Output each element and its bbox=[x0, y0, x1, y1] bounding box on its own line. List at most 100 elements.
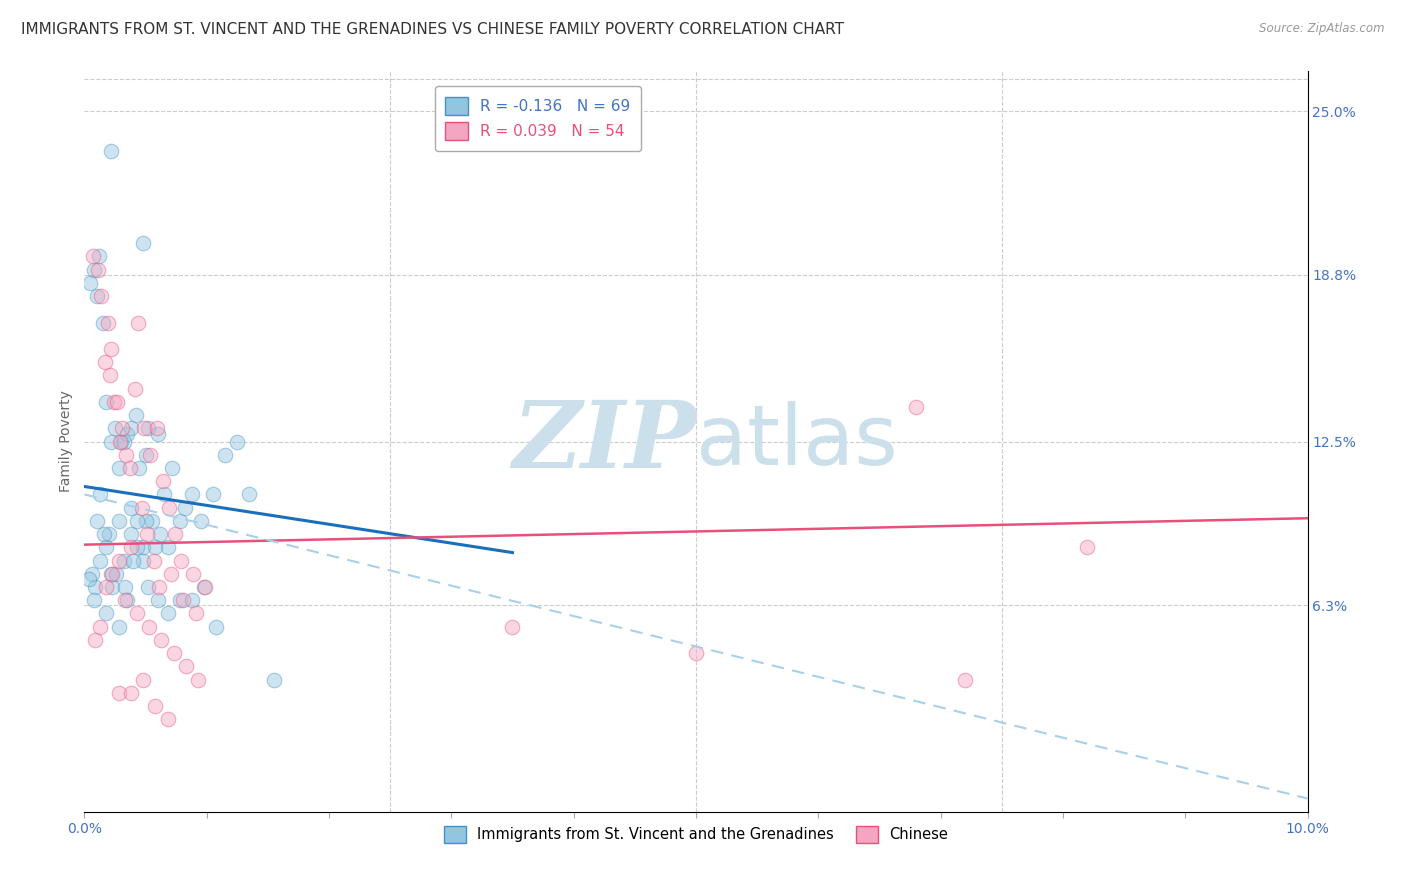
Point bbox=[238, 487, 260, 501]
Point bbox=[135, 448, 157, 462]
Point bbox=[169, 593, 191, 607]
Point bbox=[112, 553, 135, 567]
Point bbox=[125, 408, 148, 422]
Point bbox=[96, 607, 118, 621]
Point bbox=[93, 527, 115, 541]
Point bbox=[124, 382, 146, 396]
Point bbox=[101, 566, 124, 581]
Point bbox=[120, 421, 142, 435]
Point bbox=[160, 566, 183, 581]
Point bbox=[96, 580, 118, 594]
Point bbox=[138, 620, 160, 634]
Point bbox=[135, 514, 157, 528]
Point bbox=[685, 646, 707, 660]
Point bbox=[146, 426, 169, 441]
Point bbox=[97, 316, 120, 330]
Point bbox=[86, 289, 108, 303]
Point bbox=[107, 686, 129, 700]
Point bbox=[214, 448, 236, 462]
Point bbox=[125, 514, 148, 528]
Point bbox=[100, 434, 122, 449]
Point bbox=[122, 553, 145, 567]
Point bbox=[152, 474, 174, 488]
Point bbox=[1076, 541, 1098, 555]
Point bbox=[105, 395, 128, 409]
Point bbox=[132, 541, 155, 555]
Point bbox=[145, 421, 167, 435]
Point bbox=[107, 553, 129, 567]
Point bbox=[125, 607, 148, 621]
Point bbox=[181, 566, 204, 581]
Point bbox=[84, 632, 107, 647]
Point bbox=[83, 262, 105, 277]
Point bbox=[100, 566, 122, 581]
Point bbox=[201, 487, 224, 501]
Point bbox=[132, 236, 155, 251]
Point bbox=[83, 593, 105, 607]
Point bbox=[89, 620, 111, 634]
Point bbox=[111, 421, 134, 435]
Point bbox=[107, 620, 129, 634]
Point bbox=[120, 541, 142, 555]
Point bbox=[118, 461, 141, 475]
Point bbox=[115, 448, 138, 462]
Point bbox=[169, 514, 191, 528]
Point bbox=[194, 580, 217, 594]
Point bbox=[96, 541, 118, 555]
Point bbox=[905, 400, 928, 414]
Point bbox=[125, 541, 148, 555]
Point bbox=[79, 276, 101, 290]
Point bbox=[132, 553, 155, 567]
Point bbox=[120, 500, 142, 515]
Point bbox=[105, 566, 128, 581]
Point bbox=[174, 659, 197, 673]
Point bbox=[82, 250, 104, 264]
Point bbox=[163, 646, 186, 660]
Point bbox=[156, 607, 179, 621]
Point bbox=[181, 593, 204, 607]
Point bbox=[107, 461, 129, 475]
Point bbox=[153, 487, 176, 501]
Point bbox=[77, 572, 100, 586]
Point bbox=[148, 580, 170, 594]
Point bbox=[181, 487, 204, 501]
Point bbox=[146, 593, 169, 607]
Point bbox=[157, 500, 180, 515]
Point bbox=[100, 342, 122, 356]
Point bbox=[187, 673, 209, 687]
Point bbox=[84, 580, 107, 594]
Point bbox=[91, 316, 114, 330]
Point bbox=[150, 632, 173, 647]
Y-axis label: Family Poverty: Family Poverty bbox=[59, 391, 73, 492]
Point bbox=[112, 434, 135, 449]
Point bbox=[156, 541, 179, 555]
Point bbox=[132, 673, 155, 687]
Point bbox=[114, 580, 136, 594]
Point bbox=[101, 580, 124, 594]
Legend: Immigrants from St. Vincent and the Grenadines, Chinese: Immigrants from St. Vincent and the Gren… bbox=[437, 821, 955, 849]
Point bbox=[87, 250, 110, 264]
Point bbox=[143, 553, 166, 567]
Point bbox=[114, 593, 136, 607]
Point bbox=[502, 620, 524, 634]
Point bbox=[89, 553, 111, 567]
Point bbox=[141, 514, 163, 528]
Point bbox=[139, 448, 162, 462]
Point bbox=[120, 686, 142, 700]
Point bbox=[149, 527, 172, 541]
Point bbox=[97, 527, 120, 541]
Point bbox=[128, 461, 150, 475]
Point bbox=[120, 527, 142, 541]
Point bbox=[226, 434, 249, 449]
Point bbox=[90, 289, 112, 303]
Point bbox=[143, 698, 166, 713]
Point bbox=[205, 620, 228, 634]
Point bbox=[89, 487, 111, 501]
Point bbox=[94, 355, 117, 369]
Point bbox=[193, 580, 215, 594]
Point bbox=[115, 593, 138, 607]
Point bbox=[953, 673, 976, 687]
Point bbox=[143, 541, 166, 555]
Point bbox=[108, 434, 131, 449]
Point bbox=[263, 673, 285, 687]
